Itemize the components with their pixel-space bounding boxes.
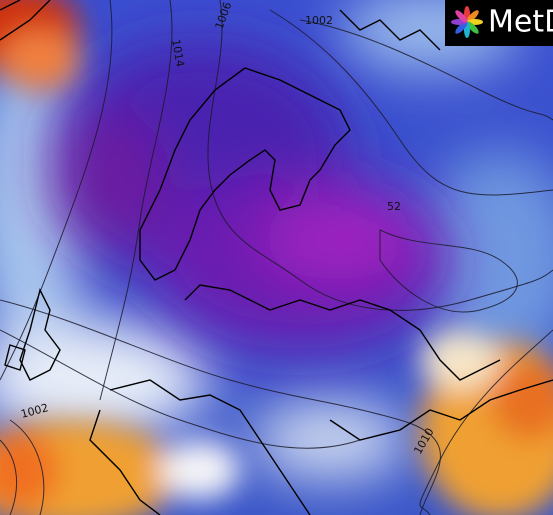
coastline	[89, 409, 161, 515]
isobar	[0, 439, 18, 515]
coastline	[329, 379, 553, 441]
coastline	[184, 284, 501, 381]
coastline	[4, 344, 26, 371]
coastline	[109, 379, 311, 515]
isobar	[379, 229, 518, 313]
isobar	[0, 329, 361, 449]
isobar	[0, 299, 441, 515]
isobar	[99, 0, 173, 401]
isobar-label: 1002	[305, 14, 333, 27]
coastline	[339, 9, 441, 51]
isobar	[0, 0, 113, 381]
isobar-label: 52	[387, 200, 401, 213]
isobar-label: 1014	[169, 38, 187, 68]
isobar	[9, 419, 45, 515]
isobar	[419, 329, 553, 515]
coastline	[139, 67, 351, 281]
coastline	[0, 0, 51, 41]
coastline	[19, 287, 61, 381]
logo-text: MetD	[488, 5, 553, 40]
isobar	[299, 19, 553, 121]
isobar	[207, 0, 553, 311]
logo: MetD	[445, 0, 553, 46]
logo-icon	[451, 6, 483, 38]
isobar	[269, 9, 553, 196]
